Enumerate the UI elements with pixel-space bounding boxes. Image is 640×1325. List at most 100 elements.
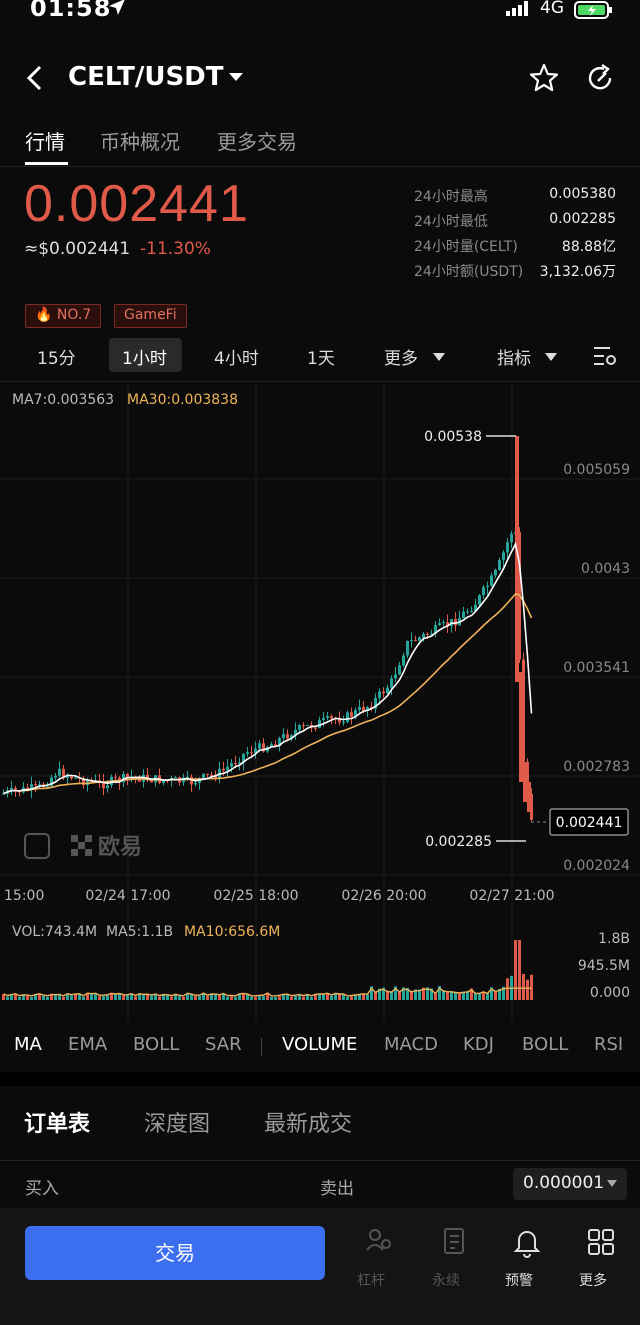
volume-bar (106, 995, 109, 1000)
y-axis-label: 0.002024 (563, 858, 630, 874)
candle (2, 793, 5, 795)
candle (522, 659, 525, 762)
volume-ma-line (3, 987, 532, 997)
volume-bar (430, 988, 433, 1000)
volume-bar (382, 987, 385, 1000)
candle (230, 763, 233, 767)
volume-bar (394, 986, 397, 1000)
volume-bar (374, 992, 377, 1000)
interval-1d[interactable]: 1天 (307, 349, 335, 369)
candle (530, 793, 533, 820)
x-axis-label: 02/26 20:00 (341, 888, 426, 904)
volume-bar (278, 996, 281, 1000)
candle (515, 436, 519, 682)
status-bar: 01:58 4G (0, 0, 640, 24)
candle (66, 776, 69, 779)
volume-bar (222, 993, 225, 1000)
volume-bar (186, 993, 189, 1000)
volume-bar (462, 991, 465, 1000)
x-axis-label: 15:00 (4, 888, 44, 904)
tab-order-book[interactable]: 订单表 (24, 1112, 91, 1137)
kline-svg[interactable]: MA7:0.003563 MA30:0.003838 0.005059 0.00… (0, 382, 640, 1022)
star-icon[interactable] (528, 62, 560, 94)
ind-volume[interactable]: VOLUME (282, 1034, 358, 1055)
ind-macd[interactable]: MACD (384, 1034, 438, 1055)
volume-bar (302, 996, 305, 1000)
ma7-line (3, 541, 533, 795)
volume-bar (170, 996, 173, 1000)
pair-title[interactable]: CELT/USDT (68, 62, 224, 92)
volume-bar (322, 994, 325, 1000)
fire-icon: 🔥 (35, 307, 53, 323)
tab-coin-overview[interactable]: 币种概况 (100, 130, 180, 154)
volume-bar (126, 995, 129, 1000)
indicator-menu[interactable]: 指标 (497, 349, 531, 369)
nav-alert[interactable]: 预警 (489, 1226, 549, 1289)
fullscreen-icon[interactable] (24, 833, 50, 859)
stat-label: 24小时最低 (414, 214, 488, 230)
back-icon[interactable] (24, 64, 46, 92)
tab-depth-chart[interactable]: 深度图 (144, 1112, 211, 1137)
candle (238, 762, 241, 764)
interval-4h[interactable]: 4小时 (214, 349, 259, 369)
nav-margin[interactable]: 杠杆 (341, 1226, 401, 1289)
candle (234, 763, 237, 765)
ind-boll[interactable]: BOLL (133, 1034, 180, 1055)
ind-rsi[interactable]: RSI (594, 1034, 624, 1055)
ind-sar[interactable]: SAR (205, 1034, 242, 1055)
interval-1h[interactable]: 1小时 (122, 349, 167, 369)
location-arrow-icon (109, 0, 125, 15)
candle (322, 717, 325, 720)
candle (294, 729, 297, 736)
volume-bar (210, 994, 213, 1000)
tab-market[interactable]: 行情 (25, 130, 65, 154)
tab-latest-trades[interactable]: 最新成交 (264, 1112, 353, 1137)
ind-ema[interactable]: EMA (68, 1034, 108, 1055)
volume-bar (130, 993, 133, 1000)
candle (410, 640, 413, 642)
volume-bar (118, 993, 121, 1000)
share-refresh-icon[interactable] (584, 62, 616, 94)
candle (430, 633, 433, 635)
volume-bar (498, 988, 501, 1000)
volume-bar (478, 993, 481, 1000)
y-axis-label: 0.002783 (563, 759, 630, 775)
kline-chart[interactable]: MA7:0.003563 MA30:0.003838 0.005059 0.00… (0, 382, 640, 1022)
volume-bar (94, 993, 97, 1000)
interval-more[interactable]: 更多 (384, 349, 418, 369)
trade-button[interactable]: 交易 (25, 1226, 325, 1280)
volume-bar (150, 995, 153, 1000)
chart-settings-icon[interactable] (592, 344, 618, 368)
candle (406, 640, 409, 656)
volume-bar (202, 993, 205, 1000)
candle (510, 533, 513, 543)
volume-bar (474, 993, 477, 1000)
chart-grid (0, 382, 640, 1022)
precision-value: 0.000001 (523, 1173, 605, 1193)
nav-more[interactable]: 更多 (563, 1226, 623, 1289)
ind-boll-sub[interactable]: BOLL (522, 1034, 569, 1055)
tab-more-trade[interactable]: 更多交易 (217, 130, 297, 154)
caret-down-icon[interactable] (227, 71, 245, 83)
candle (278, 738, 281, 747)
candle (10, 788, 13, 791)
rank-tag[interactable]: 🔥 NO.7 (25, 304, 102, 328)
ind-kdj[interactable]: KDJ (463, 1034, 494, 1055)
volume-bar (458, 992, 461, 1000)
volume-bar (98, 996, 101, 1000)
volume-bar (162, 995, 165, 1000)
volume-bar (110, 993, 113, 1000)
candle (70, 776, 73, 779)
precision-select[interactable]: 0.000001 (513, 1168, 627, 1200)
nav-perpetual[interactable]: 永续 (416, 1226, 476, 1289)
ind-ma[interactable]: MA (14, 1034, 42, 1055)
candle (454, 619, 457, 626)
volume-bar (50, 995, 53, 1000)
candle (318, 719, 321, 729)
candle (414, 640, 417, 642)
interval-15m[interactable]: 15分 (37, 349, 76, 369)
candle (210, 774, 213, 776)
category-tag[interactable]: GameFi (114, 304, 187, 328)
divider (0, 1160, 640, 1161)
volume-bar (42, 995, 45, 1000)
